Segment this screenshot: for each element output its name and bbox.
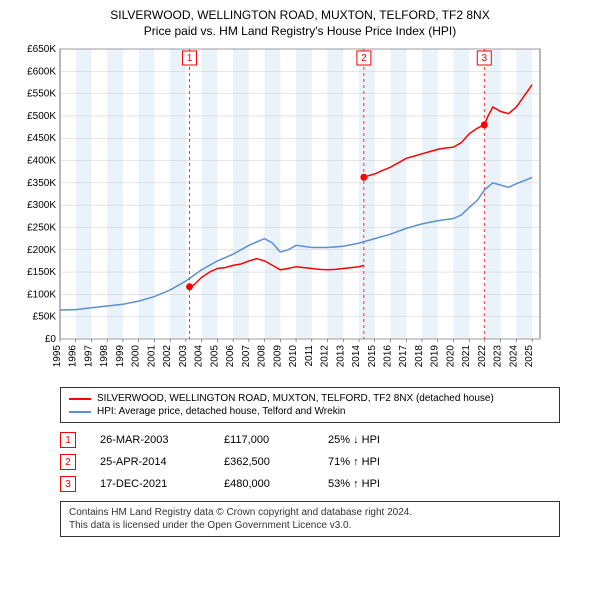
svg-text:£250K: £250K [27, 222, 56, 233]
svg-text:2022: 2022 [477, 345, 488, 368]
legend-item-property: SILVERWOOD, WELLINGTON ROAD, MUXTON, TEL… [69, 392, 551, 405]
title-line2: Price paid vs. HM Land Registry's House … [10, 24, 590, 38]
sales-table: 1 26-MAR-2003 £117,000 25% ↓ HPI 2 25-AP… [60, 429, 560, 495]
sale-pct: 71% ↑ HPI [328, 456, 418, 468]
svg-text:£450K: £450K [27, 133, 56, 144]
svg-text:2001: 2001 [146, 345, 157, 368]
svg-text:2014: 2014 [351, 345, 362, 368]
svg-text:2018: 2018 [414, 345, 425, 368]
svg-text:3: 3 [482, 53, 488, 64]
sale-pct: 25% ↓ HPI [328, 434, 418, 446]
svg-text:2012: 2012 [320, 345, 331, 368]
svg-text:£200K: £200K [27, 245, 56, 256]
legend-label: SILVERWOOD, WELLINGTON ROAD, MUXTON, TEL… [97, 393, 494, 404]
svg-text:£100K: £100K [27, 289, 56, 300]
svg-text:2008: 2008 [257, 345, 268, 368]
svg-text:2019: 2019 [430, 345, 441, 368]
svg-text:£500K: £500K [27, 111, 56, 122]
sale-date: 17-DEC-2021 [100, 478, 200, 490]
svg-text:2007: 2007 [241, 345, 252, 368]
sale-price: £362,500 [224, 456, 304, 468]
footer-line2: This data is licensed under the Open Gov… [69, 519, 551, 532]
legend-swatch [69, 398, 91, 400]
svg-text:2016: 2016 [382, 345, 393, 368]
svg-text:2023: 2023 [493, 345, 504, 368]
sale-date: 26-MAR-2003 [100, 434, 200, 446]
svg-text:1999: 1999 [115, 345, 126, 368]
svg-text:2: 2 [361, 53, 367, 64]
sales-row: 3 17-DEC-2021 £480,000 53% ↑ HPI [60, 473, 560, 495]
svg-text:1996: 1996 [68, 345, 79, 368]
chart-container: SILVERWOOD, WELLINGTON ROAD, MUXTON, TEL… [0, 0, 600, 545]
sales-row: 1 26-MAR-2003 £117,000 25% ↓ HPI [60, 429, 560, 451]
footer: Contains HM Land Registry data © Crown c… [60, 501, 560, 537]
sale-date: 25-APR-2014 [100, 456, 200, 468]
svg-text:2009: 2009 [272, 345, 283, 368]
legend-swatch [69, 411, 91, 413]
svg-text:2013: 2013 [335, 345, 346, 368]
svg-text:2010: 2010 [288, 345, 299, 368]
svg-text:2004: 2004 [194, 345, 205, 368]
svg-text:2000: 2000 [131, 345, 142, 368]
sale-marker-3: 3 [60, 476, 76, 492]
sale-marker-1: 1 [60, 432, 76, 448]
svg-text:2006: 2006 [225, 345, 236, 368]
svg-text:2025: 2025 [524, 345, 535, 368]
svg-text:2011: 2011 [304, 345, 315, 367]
svg-text:2002: 2002 [162, 345, 173, 368]
sale-marker-2: 2 [60, 454, 76, 470]
svg-text:2021: 2021 [461, 345, 472, 368]
title-block: SILVERWOOD, WELLINGTON ROAD, MUXTON, TEL… [10, 8, 590, 38]
sale-pct: 53% ↑ HPI [328, 478, 418, 490]
svg-text:1: 1 [187, 53, 193, 64]
svg-text:£350K: £350K [27, 178, 56, 189]
svg-text:2017: 2017 [398, 345, 409, 368]
svg-text:£50K: £50K [33, 312, 57, 323]
svg-text:£0: £0 [45, 334, 57, 345]
svg-text:1995: 1995 [52, 345, 63, 368]
footer-line1: Contains HM Land Registry data © Crown c… [69, 506, 551, 519]
svg-text:1997: 1997 [83, 345, 94, 368]
title-line1: SILVERWOOD, WELLINGTON ROAD, MUXTON, TEL… [10, 8, 590, 22]
svg-text:£550K: £550K [27, 89, 56, 100]
legend: SILVERWOOD, WELLINGTON ROAD, MUXTON, TEL… [60, 387, 560, 423]
sale-price: £117,000 [224, 434, 304, 446]
svg-text:£400K: £400K [27, 156, 56, 167]
svg-text:2005: 2005 [209, 345, 220, 368]
chart-area: £0 £50K £100K £150K £200K £250K £300K £350K £400… [10, 44, 590, 379]
svg-text:2024: 2024 [508, 345, 519, 368]
svg-text:£600K: £600K [27, 66, 56, 77]
svg-text:£150K: £150K [27, 267, 56, 278]
legend-item-hpi: HPI: Average price, detached house, Telf… [69, 405, 551, 418]
svg-text:1998: 1998 [99, 345, 110, 368]
sale-price: £480,000 [224, 478, 304, 490]
price-chart: £0 £50K £100K £150K £200K £250K £300K £350K £400… [10, 44, 550, 374]
sales-row: 2 25-APR-2014 £362,500 71% ↑ HPI [60, 451, 560, 473]
svg-text:£650K: £650K [27, 44, 56, 55]
svg-text:2015: 2015 [367, 345, 378, 368]
svg-text:2003: 2003 [178, 345, 189, 368]
svg-text:2020: 2020 [445, 345, 456, 368]
legend-label: HPI: Average price, detached house, Telf… [97, 406, 346, 417]
svg-text:£300K: £300K [27, 200, 56, 211]
